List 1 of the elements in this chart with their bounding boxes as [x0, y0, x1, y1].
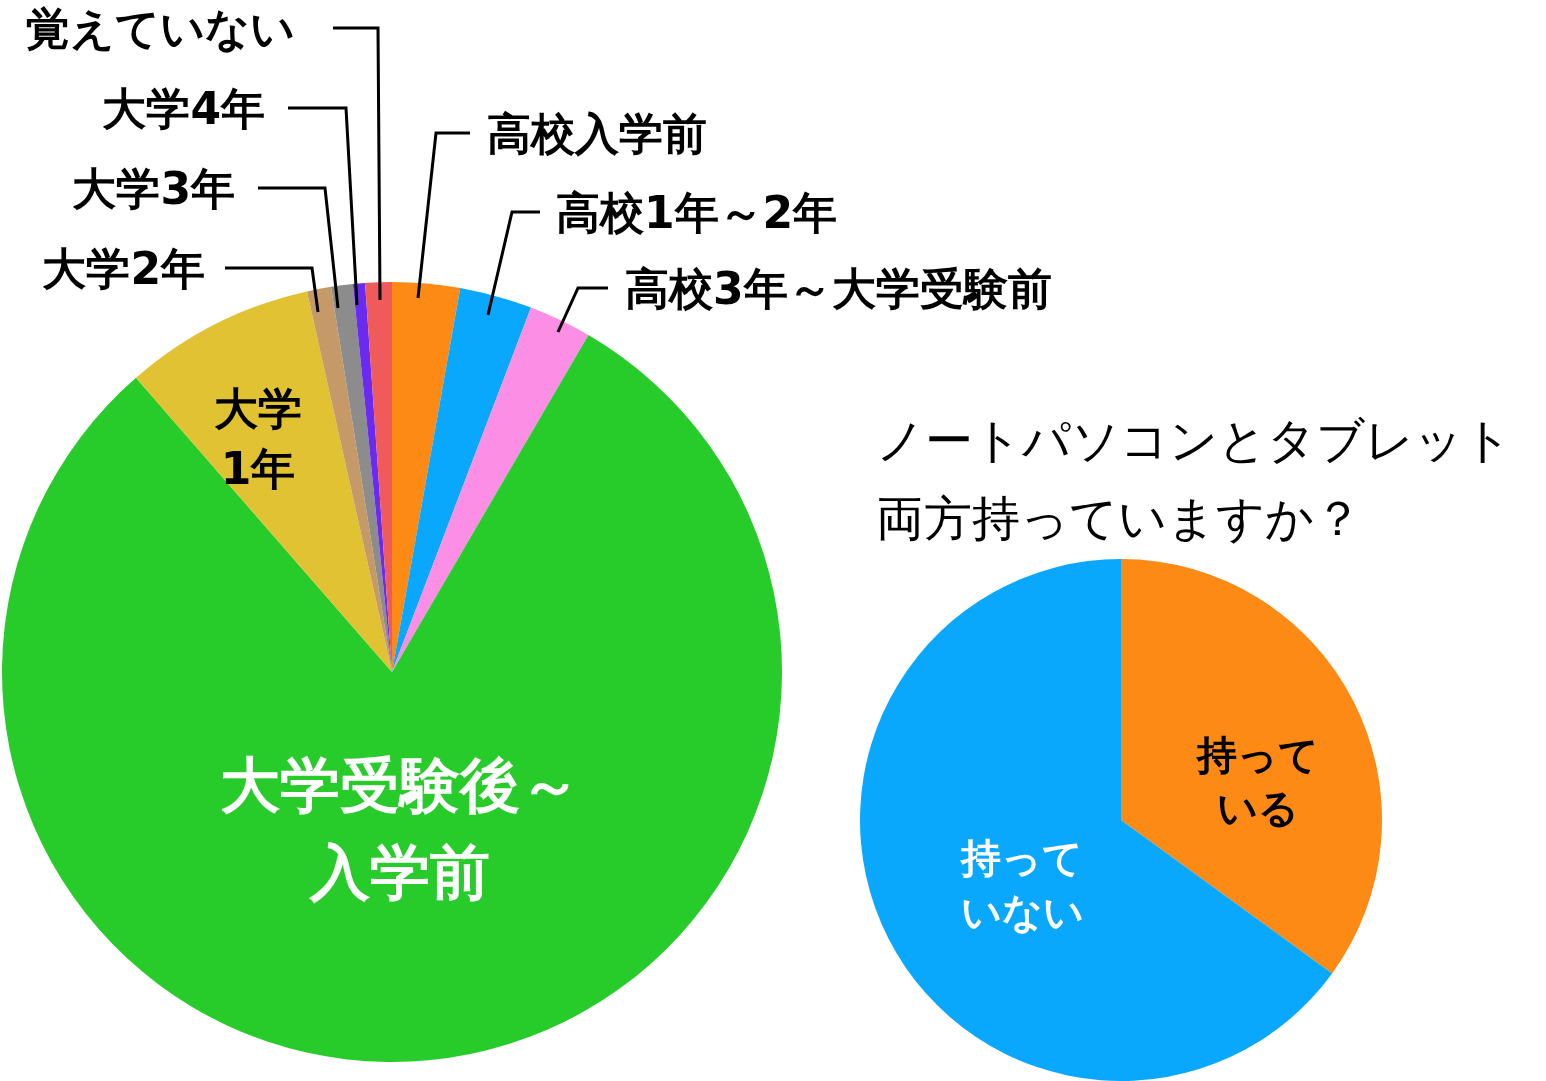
title: ノートパソコンとタブレット両方持っていますか？: [876, 412, 1512, 546]
